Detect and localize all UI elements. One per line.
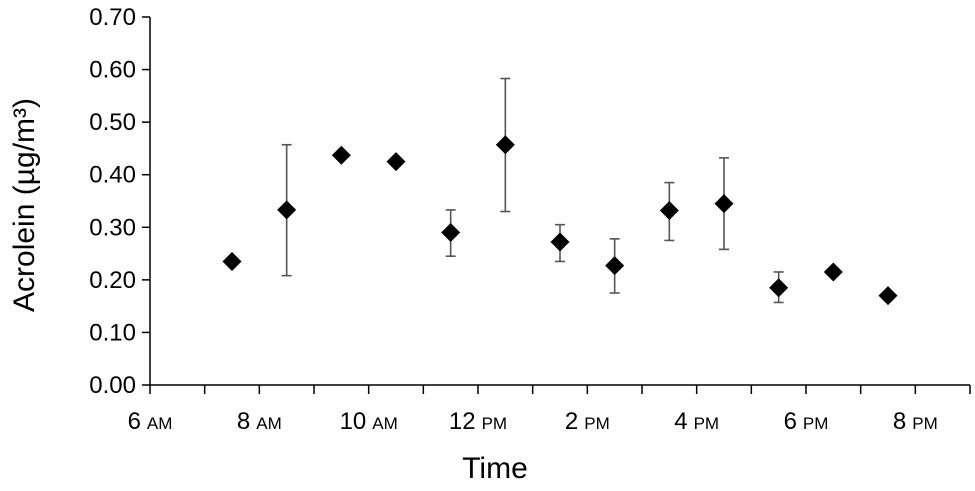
data-point-diamond	[769, 278, 789, 298]
data-point-diamond	[495, 135, 515, 155]
x-tick-suffix: AM	[147, 414, 173, 433]
x-tick-suffix: AM	[372, 414, 398, 433]
x-tick-number: 6	[784, 408, 797, 435]
data-points-group	[222, 135, 898, 306]
data-point-diamond	[823, 262, 843, 282]
data-point-diamond	[386, 152, 406, 172]
y-ticks-group: 0.00 0.10 0.20 0.30 0.40 0.50 0.60 0.70	[89, 4, 150, 399]
x-tick-label: 8 PM	[893, 408, 938, 435]
y-tick-label: 0.50	[89, 109, 136, 136]
x-tick-label: 2 PM	[565, 408, 610, 435]
data-point-diamond	[659, 200, 679, 220]
x-tick-number: 4	[674, 408, 687, 435]
data-point-diamond	[441, 223, 461, 243]
x-axis-title: Time	[462, 452, 528, 485]
axes-group: 0.000.100.200.300.400.500.600.70 6 AM 8 AM 1…	[89, 4, 971, 435]
data-point-diamond	[222, 251, 242, 271]
y-tick-label: 0.10	[89, 319, 136, 346]
y-tick-label: 0.00	[89, 372, 136, 399]
x-tick-number: 10	[340, 408, 367, 435]
x-tick-label: 12 PM	[449, 408, 507, 435]
x-tick-number: 8	[893, 408, 906, 435]
x-tick-number: 8	[237, 408, 250, 435]
x-tick-label: 8 AM	[237, 408, 282, 435]
y-tick-label: 0.20	[89, 267, 136, 294]
y-tick-label: 0.60	[89, 57, 136, 84]
x-tick-label: 6 PM	[784, 408, 829, 435]
x-tick-label: 10 AM	[340, 408, 398, 435]
y-tick-label: 0.30	[89, 214, 136, 241]
x-tick-label: 6 AM	[128, 408, 173, 435]
data-point-diamond	[550, 232, 570, 252]
data-point-diamond	[714, 194, 734, 214]
x-tick-suffix: PM	[694, 414, 720, 433]
data-point-diamond	[605, 256, 625, 276]
data-point-diamond	[878, 286, 898, 306]
data-point-diamond	[331, 145, 351, 165]
x-tick-suffix: PM	[803, 414, 829, 433]
y-tick-label: 0.70	[89, 4, 136, 31]
data-point-diamond	[277, 200, 297, 220]
error-bars-group	[281, 77, 784, 304]
x-tick-suffix: PM	[482, 414, 508, 433]
x-tick-number: 12	[449, 408, 476, 435]
x-tick-number: 2	[565, 408, 578, 435]
y-tick-label: 0.40	[89, 162, 136, 189]
x-tick-label: 4 PM	[674, 408, 719, 435]
x-tick-suffix: PM	[912, 414, 938, 433]
x-ticks-group: 6 AM 8 AM 10 AM 12 PM 2 PM 4 PM 6 PM 8 PM	[128, 385, 971, 435]
x-tick-suffix: AM	[256, 414, 282, 433]
y-axis-title: Acrolein (µg/m³)	[8, 98, 41, 312]
x-tick-number: 6	[128, 408, 141, 435]
x-tick-suffix: PM	[584, 414, 610, 433]
